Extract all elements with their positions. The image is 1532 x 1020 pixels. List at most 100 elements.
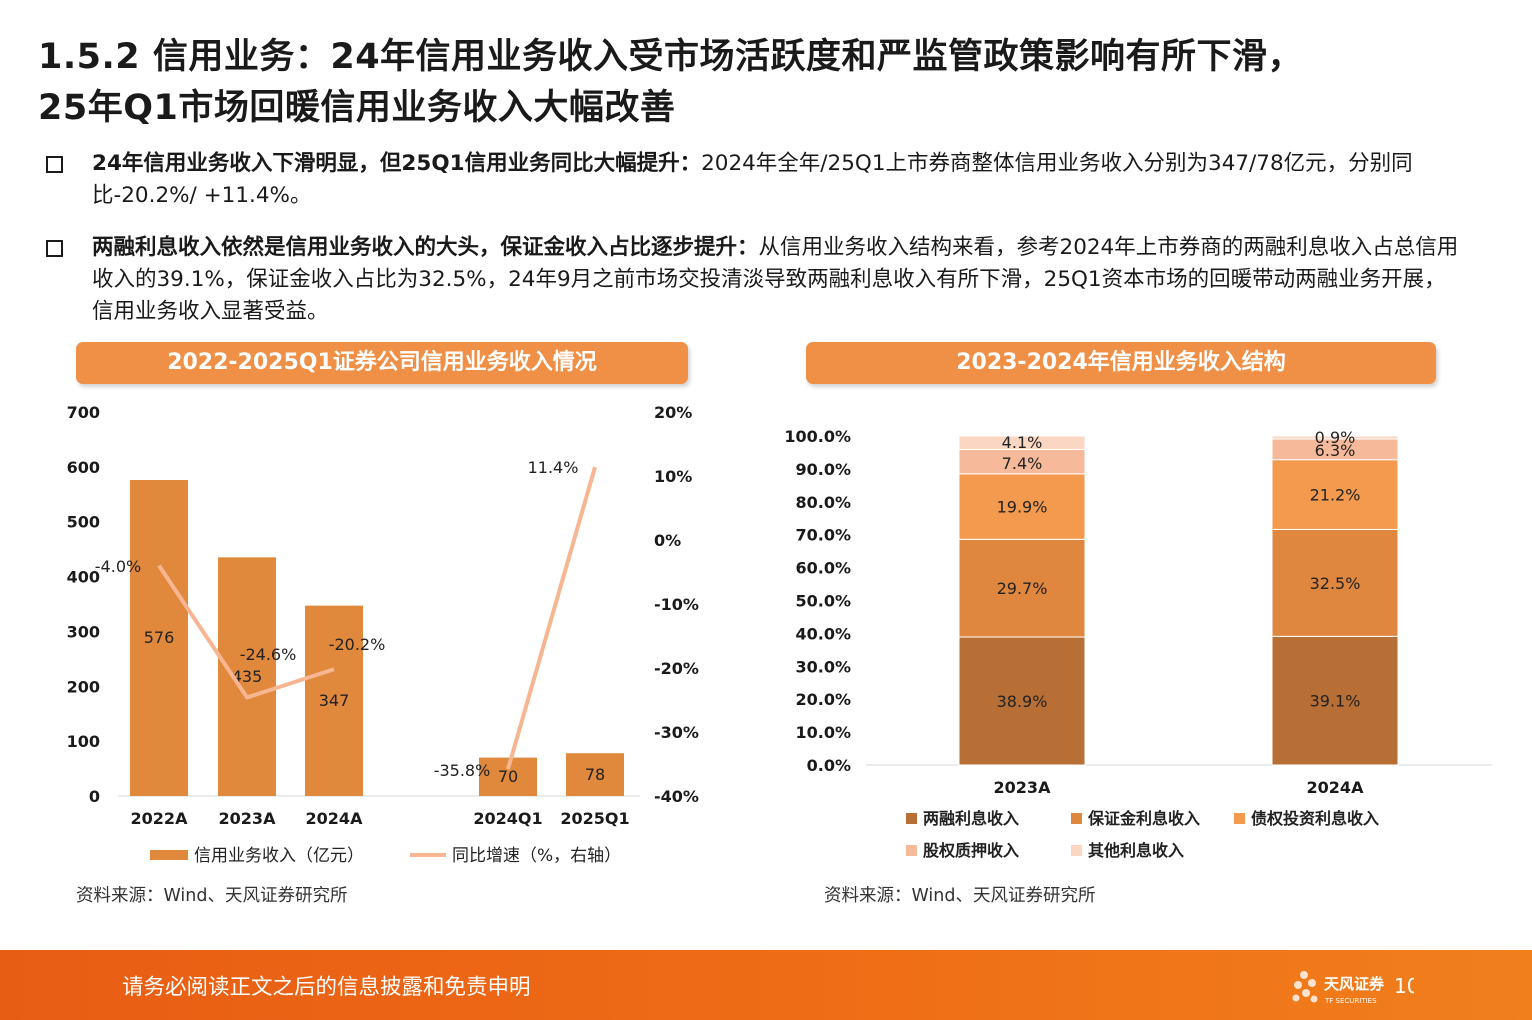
bullet-point-2: 两融利息收入依然是信用业务收入的大头，保证金收入占比逐步提升：从信用业务收入结构… (46, 232, 1466, 328)
checkbox-square-icon (46, 156, 63, 173)
y-axis-tick-label: 300 (67, 622, 100, 641)
chart-1-title-banner: 2022-2025Q1证券公司信用业务收入情况 (76, 342, 688, 384)
legend-label: 债权投资利息收入 (1251, 809, 1379, 828)
growth-data-label: -4.0% (95, 557, 141, 576)
x-axis-tick-label: 2024Q1 (473, 809, 542, 828)
y2-axis-tick-label: -20% (654, 659, 699, 678)
stack-data-label: 7.4% (1002, 454, 1043, 473)
page-title-line1: 1.5.2 信用业务：24年信用业务收入受市场活跃度和严监管政策影响有所下滑， (38, 37, 1304, 77)
legend-label: 其他利息收入 (1088, 841, 1184, 860)
growth-data-label: 11.4% (528, 458, 579, 477)
bullet-1-text: 2024年全年/25Q1上市券商整体信用业务收入分别为347/78亿元，分别同比… (92, 151, 1413, 208)
bar-2024A (305, 605, 363, 796)
y-axis-tick-label: 100.0% (784, 427, 851, 446)
bar-data-label: 78 (585, 765, 605, 784)
chart-2-title-banner: 2023-2024年信用业务收入结构 (806, 342, 1436, 384)
growth-line-quarterly (506, 466, 597, 770)
bar-data-label: 435 (232, 667, 263, 686)
x-axis-tick-label: 2025Q1 (560, 809, 629, 828)
stack-data-label: 19.9% (997, 498, 1048, 517)
y-axis-tick-label: 0.0% (807, 756, 851, 775)
page-title-line2: 25年Q1市场回暖信用业务收入大幅改善 (38, 88, 676, 128)
stack-segment-2024A (1271, 528, 1399, 637)
y2-axis-tick-label: -40% (654, 787, 699, 806)
bar-2023A (218, 557, 276, 796)
y-axis-tick-label: 40.0% (795, 624, 851, 643)
tf-securities-logo: 天风证券 TF SECURITIES 10 (1292, 971, 1414, 1005)
x-axis-tick-label: 2023A (994, 778, 1052, 797)
stack-data-label: 0.9% (1315, 428, 1356, 447)
stack-data-label: 32.5% (1310, 574, 1361, 593)
bullet-1-heading: 24年信用业务收入下滑明显，但25Q1信用业务同比大幅提升： (92, 151, 702, 176)
bar-data-label: 347 (319, 691, 350, 710)
footer-bar: 请务必阅读正文之后的信息披露和免责申明 (0, 950, 1532, 1020)
y-axis-tick-label: 10.0% (795, 723, 851, 742)
footer-disclaimer: 请务必阅读正文之后的信息披露和免责申明 (122, 975, 531, 1000)
x-axis-tick-label: 2024A (1307, 778, 1365, 797)
y-axis-tick-label: 100 (67, 732, 100, 751)
y2-axis-tick-label: -30% (654, 723, 699, 742)
stack-segment-2023A (958, 538, 1086, 638)
page-number: 10 (1394, 974, 1414, 998)
legend-swatch (1071, 845, 1082, 856)
bullet-2-heading: 两融利息收入依然是信用业务收入的大头，保证金收入占比逐步提升： (92, 235, 759, 260)
y2-axis-tick-label: -10% (654, 595, 699, 614)
stack-data-label: 29.7% (997, 579, 1048, 598)
stack-segment-2024A (1271, 459, 1399, 530)
stack-segment-2023A (958, 435, 1086, 450)
y-axis-tick-label: 50.0% (795, 592, 851, 611)
stack-data-label: 21.2% (1310, 486, 1361, 505)
y-axis-tick-label: 500 (67, 513, 100, 532)
legend-line-label: 同比增速（%，右轴） (452, 846, 621, 866)
growth-line-annual (157, 564, 335, 700)
y-axis-tick-label: 600 (67, 458, 100, 477)
x-axis-tick-label: 2022A (131, 809, 189, 828)
y2-axis-tick-label: 10% (654, 467, 692, 486)
legend-label: 股权质押收入 (923, 841, 1019, 860)
x-axis-tick-label: 2024A (306, 809, 364, 828)
stack-data-label: 39.1% (1310, 692, 1361, 711)
bullet-point-1: 24年信用业务收入下滑明显，但25Q1信用业务同比大幅提升：2024年全年/25… (46, 148, 1466, 212)
income-bar-line-chart: 700 600 500 400 300 200 100 0 20% 10% 0% -10% -20% -3… (67, 403, 699, 866)
y-axis-tick-label: 60.0% (795, 559, 851, 578)
stack-data-label: 38.9% (997, 692, 1048, 711)
income-structure-stacked-chart: 100.0% 90.0% 80.0% 70.0% 60.0% 50.0% 40.0% 30.0… (784, 427, 1492, 860)
y-axis-tick-label: 700 (67, 403, 100, 422)
legend-swatch (906, 845, 917, 856)
y-axis-tick-label: 20.0% (795, 690, 851, 709)
x-axis-tick-label: 2023A (219, 809, 277, 828)
stack-segment-2024A (1271, 635, 1399, 766)
growth-data-label: -24.6% (240, 645, 297, 664)
y-axis-tick-label: 200 (67, 677, 100, 696)
stack-segment-2023A (958, 473, 1086, 540)
legend-label: 保证金利息收入 (1087, 809, 1200, 828)
source-note-left: 资料来源：Wind、天风证券研究所 (76, 886, 348, 906)
stack-segment-2024A (1271, 435, 1399, 440)
stack-segment-2023A (958, 636, 1086, 766)
bar-2025Q1 (566, 753, 624, 796)
bar-2022A (130, 480, 188, 796)
logo-cn-text: 天风证券 (1324, 975, 1385, 993)
legend-bar-swatch (150, 850, 188, 860)
legend-label: 两融利息收入 (923, 809, 1019, 828)
stack-data-label: 6.3% (1315, 441, 1356, 460)
y-axis-tick-label: 80.0% (795, 493, 851, 512)
legend-swatch (1071, 813, 1082, 824)
checkbox-square-icon (46, 240, 63, 257)
y-axis-tick-label: 70.0% (795, 526, 851, 545)
stack-data-label: 4.1% (1002, 433, 1043, 452)
logo-en-text: TF SECURITIES (1324, 997, 1377, 1005)
bullet-2-text: 从信用业务收入结构来看，参考2024年上市券商的两融利息收入占总信用收入的39.… (92, 235, 1459, 324)
legend-swatch (906, 813, 917, 824)
stack-segment-2023A (958, 448, 1086, 475)
page-title: 1.5.2 信用业务：24年信用业务收入受市场活跃度和严监管政策影响有所下滑， … (38, 32, 1508, 134)
growth-data-label: -35.8% (434, 761, 491, 780)
y-axis-tick-label: 30.0% (795, 657, 851, 676)
y2-axis-tick-label: 20% (654, 403, 692, 422)
legend-bar-label: 信用业务收入（亿元） (194, 846, 364, 866)
y-axis-tick-label: 400 (67, 568, 100, 587)
growth-data-label: -20.2% (329, 635, 386, 654)
source-note-right: 资料来源：Wind、天风证券研究所 (824, 886, 1096, 906)
y-axis-tick-label: 0 (89, 787, 100, 806)
legend-swatch (1234, 813, 1245, 824)
